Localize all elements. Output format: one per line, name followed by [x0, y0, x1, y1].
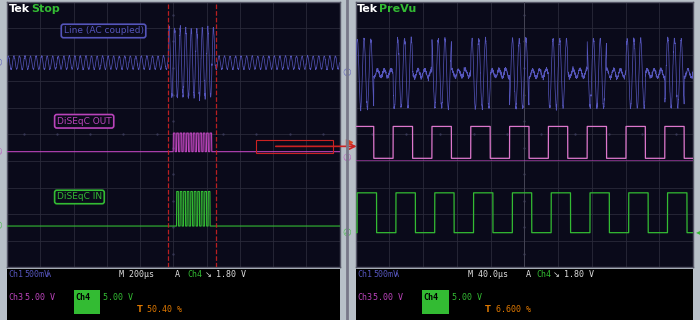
Text: ◀: ◀	[696, 228, 700, 237]
Text: Tek: Tek	[8, 4, 29, 14]
Text: ↘: ↘	[553, 270, 560, 279]
Text: Ch1: Ch1	[357, 270, 372, 279]
Text: 1.80 V: 1.80 V	[564, 270, 594, 279]
Text: ③: ③	[0, 147, 2, 157]
Text: ④: ④	[342, 228, 351, 238]
Text: 5.00 V: 5.00 V	[103, 293, 133, 302]
Text: M 200μs: M 200μs	[119, 270, 154, 279]
Text: PreVu: PreVu	[379, 4, 416, 14]
Text: M 40.0μs: M 40.0μs	[468, 270, 508, 279]
Text: ∧: ∧	[394, 270, 400, 279]
Text: ①: ①	[342, 68, 351, 78]
Text: Stop: Stop	[31, 4, 60, 14]
Text: DiSEqC OUT: DiSEqC OUT	[57, 117, 111, 126]
Text: ∧: ∧	[46, 270, 52, 279]
Text: T: T	[136, 305, 142, 314]
Text: Ch3: Ch3	[8, 293, 23, 302]
Bar	[256, 140, 333, 153]
Text: 6.600 %: 6.600 %	[496, 305, 531, 314]
Text: 500mV: 500mV	[373, 270, 398, 279]
Text: 5.00 V: 5.00 V	[373, 293, 403, 302]
Text: ↘: ↘	[204, 270, 211, 279]
Text: DiSEqC IN: DiSEqC IN	[57, 192, 102, 202]
Text: Ch4: Ch4	[424, 293, 438, 302]
Text: 1.80 V: 1.80 V	[216, 270, 246, 279]
Text: Ch4: Ch4	[536, 270, 551, 279]
Text: ③: ③	[342, 153, 351, 163]
Text: Ch1: Ch1	[8, 270, 23, 279]
Text: Ch3: Ch3	[357, 293, 372, 302]
Text: A: A	[526, 270, 531, 279]
Text: Line (AC coupled): Line (AC coupled)	[64, 27, 144, 36]
Text: Tek: Tek	[357, 4, 378, 14]
Text: A: A	[175, 270, 180, 279]
Text: 5.00 V: 5.00 V	[25, 293, 55, 302]
Text: ①: ①	[0, 58, 2, 68]
Text: Ch4: Ch4	[75, 293, 90, 302]
Text: Ch4: Ch4	[188, 270, 202, 279]
Text: 5.00 V: 5.00 V	[452, 293, 482, 302]
Text: 50.40 %: 50.40 %	[147, 305, 182, 314]
Text: 500mV: 500mV	[25, 270, 50, 279]
Text: ④: ④	[0, 221, 2, 231]
Text: T: T	[485, 305, 491, 314]
